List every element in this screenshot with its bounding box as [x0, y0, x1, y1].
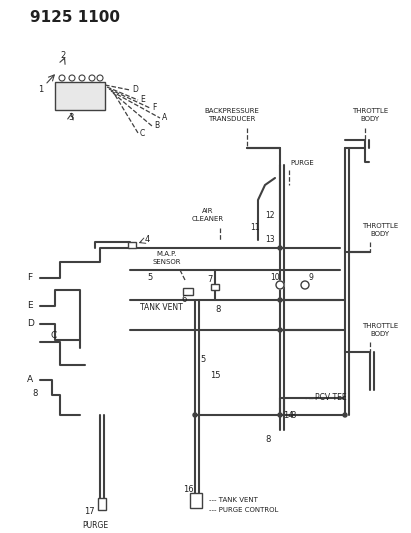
- Text: 3: 3: [68, 114, 74, 123]
- Text: 1: 1: [38, 85, 43, 94]
- Circle shape: [193, 413, 197, 417]
- Text: THROTTLE
BODY: THROTTLE BODY: [352, 108, 388, 122]
- Text: 6: 6: [181, 295, 186, 303]
- Text: A: A: [162, 114, 167, 123]
- Text: PURGE: PURGE: [82, 521, 108, 529]
- Text: D: D: [132, 85, 138, 94]
- Text: 8: 8: [215, 305, 220, 314]
- Text: E: E: [27, 302, 32, 311]
- Text: E: E: [140, 95, 145, 104]
- Circle shape: [301, 281, 309, 289]
- Text: 7: 7: [207, 276, 212, 285]
- Circle shape: [278, 413, 282, 417]
- Text: TANK VENT: TANK VENT: [140, 303, 183, 312]
- Text: 10: 10: [270, 273, 279, 282]
- Text: 5: 5: [147, 273, 152, 282]
- Text: 8: 8: [265, 435, 270, 445]
- Text: C: C: [140, 128, 145, 138]
- Text: A: A: [27, 376, 33, 384]
- Text: 16: 16: [183, 486, 194, 495]
- Text: C: C: [50, 330, 56, 340]
- Text: BACKPRESSURE
TRANSDUCER: BACKPRESSURE TRANSDUCER: [205, 108, 259, 122]
- Text: 8: 8: [32, 390, 37, 399]
- Text: THROTTLE
BODY: THROTTLE BODY: [362, 223, 398, 237]
- Circle shape: [278, 328, 282, 332]
- Text: PCV TEE: PCV TEE: [315, 393, 346, 402]
- Text: AIR
CLEANER: AIR CLEANER: [192, 208, 224, 222]
- Bar: [55, 82, 105, 110]
- Text: PURGE: PURGE: [290, 160, 314, 166]
- Text: 13: 13: [265, 236, 275, 245]
- Text: D: D: [27, 319, 34, 328]
- Text: 12: 12: [265, 211, 275, 220]
- Circle shape: [278, 246, 282, 250]
- Bar: [211, 284, 219, 290]
- Text: 14: 14: [283, 410, 293, 419]
- Circle shape: [276, 281, 284, 289]
- Text: M.A.P.
SENSOR: M.A.P. SENSOR: [153, 251, 181, 265]
- Bar: [183, 288, 193, 295]
- Text: F: F: [152, 103, 156, 112]
- Text: --- TANK VENT: --- TANK VENT: [209, 497, 258, 503]
- Text: 8: 8: [290, 410, 296, 419]
- Text: 5: 5: [200, 356, 205, 365]
- Bar: [98, 498, 106, 510]
- Text: 11: 11: [250, 223, 259, 232]
- Bar: [128, 242, 136, 248]
- Circle shape: [278, 298, 282, 302]
- Text: 15: 15: [210, 370, 220, 379]
- Bar: [190, 493, 202, 508]
- Text: 4: 4: [145, 236, 150, 245]
- Text: --- PURGE CONTROL: --- PURGE CONTROL: [209, 507, 278, 513]
- Text: F: F: [27, 273, 32, 282]
- Text: 9: 9: [308, 273, 313, 282]
- Text: THROTTLE
BODY: THROTTLE BODY: [362, 323, 398, 337]
- Text: 17: 17: [84, 507, 95, 516]
- Text: B: B: [154, 122, 159, 131]
- Text: 2: 2: [60, 51, 65, 60]
- Text: 9125 1100: 9125 1100: [30, 11, 120, 26]
- Circle shape: [343, 413, 347, 417]
